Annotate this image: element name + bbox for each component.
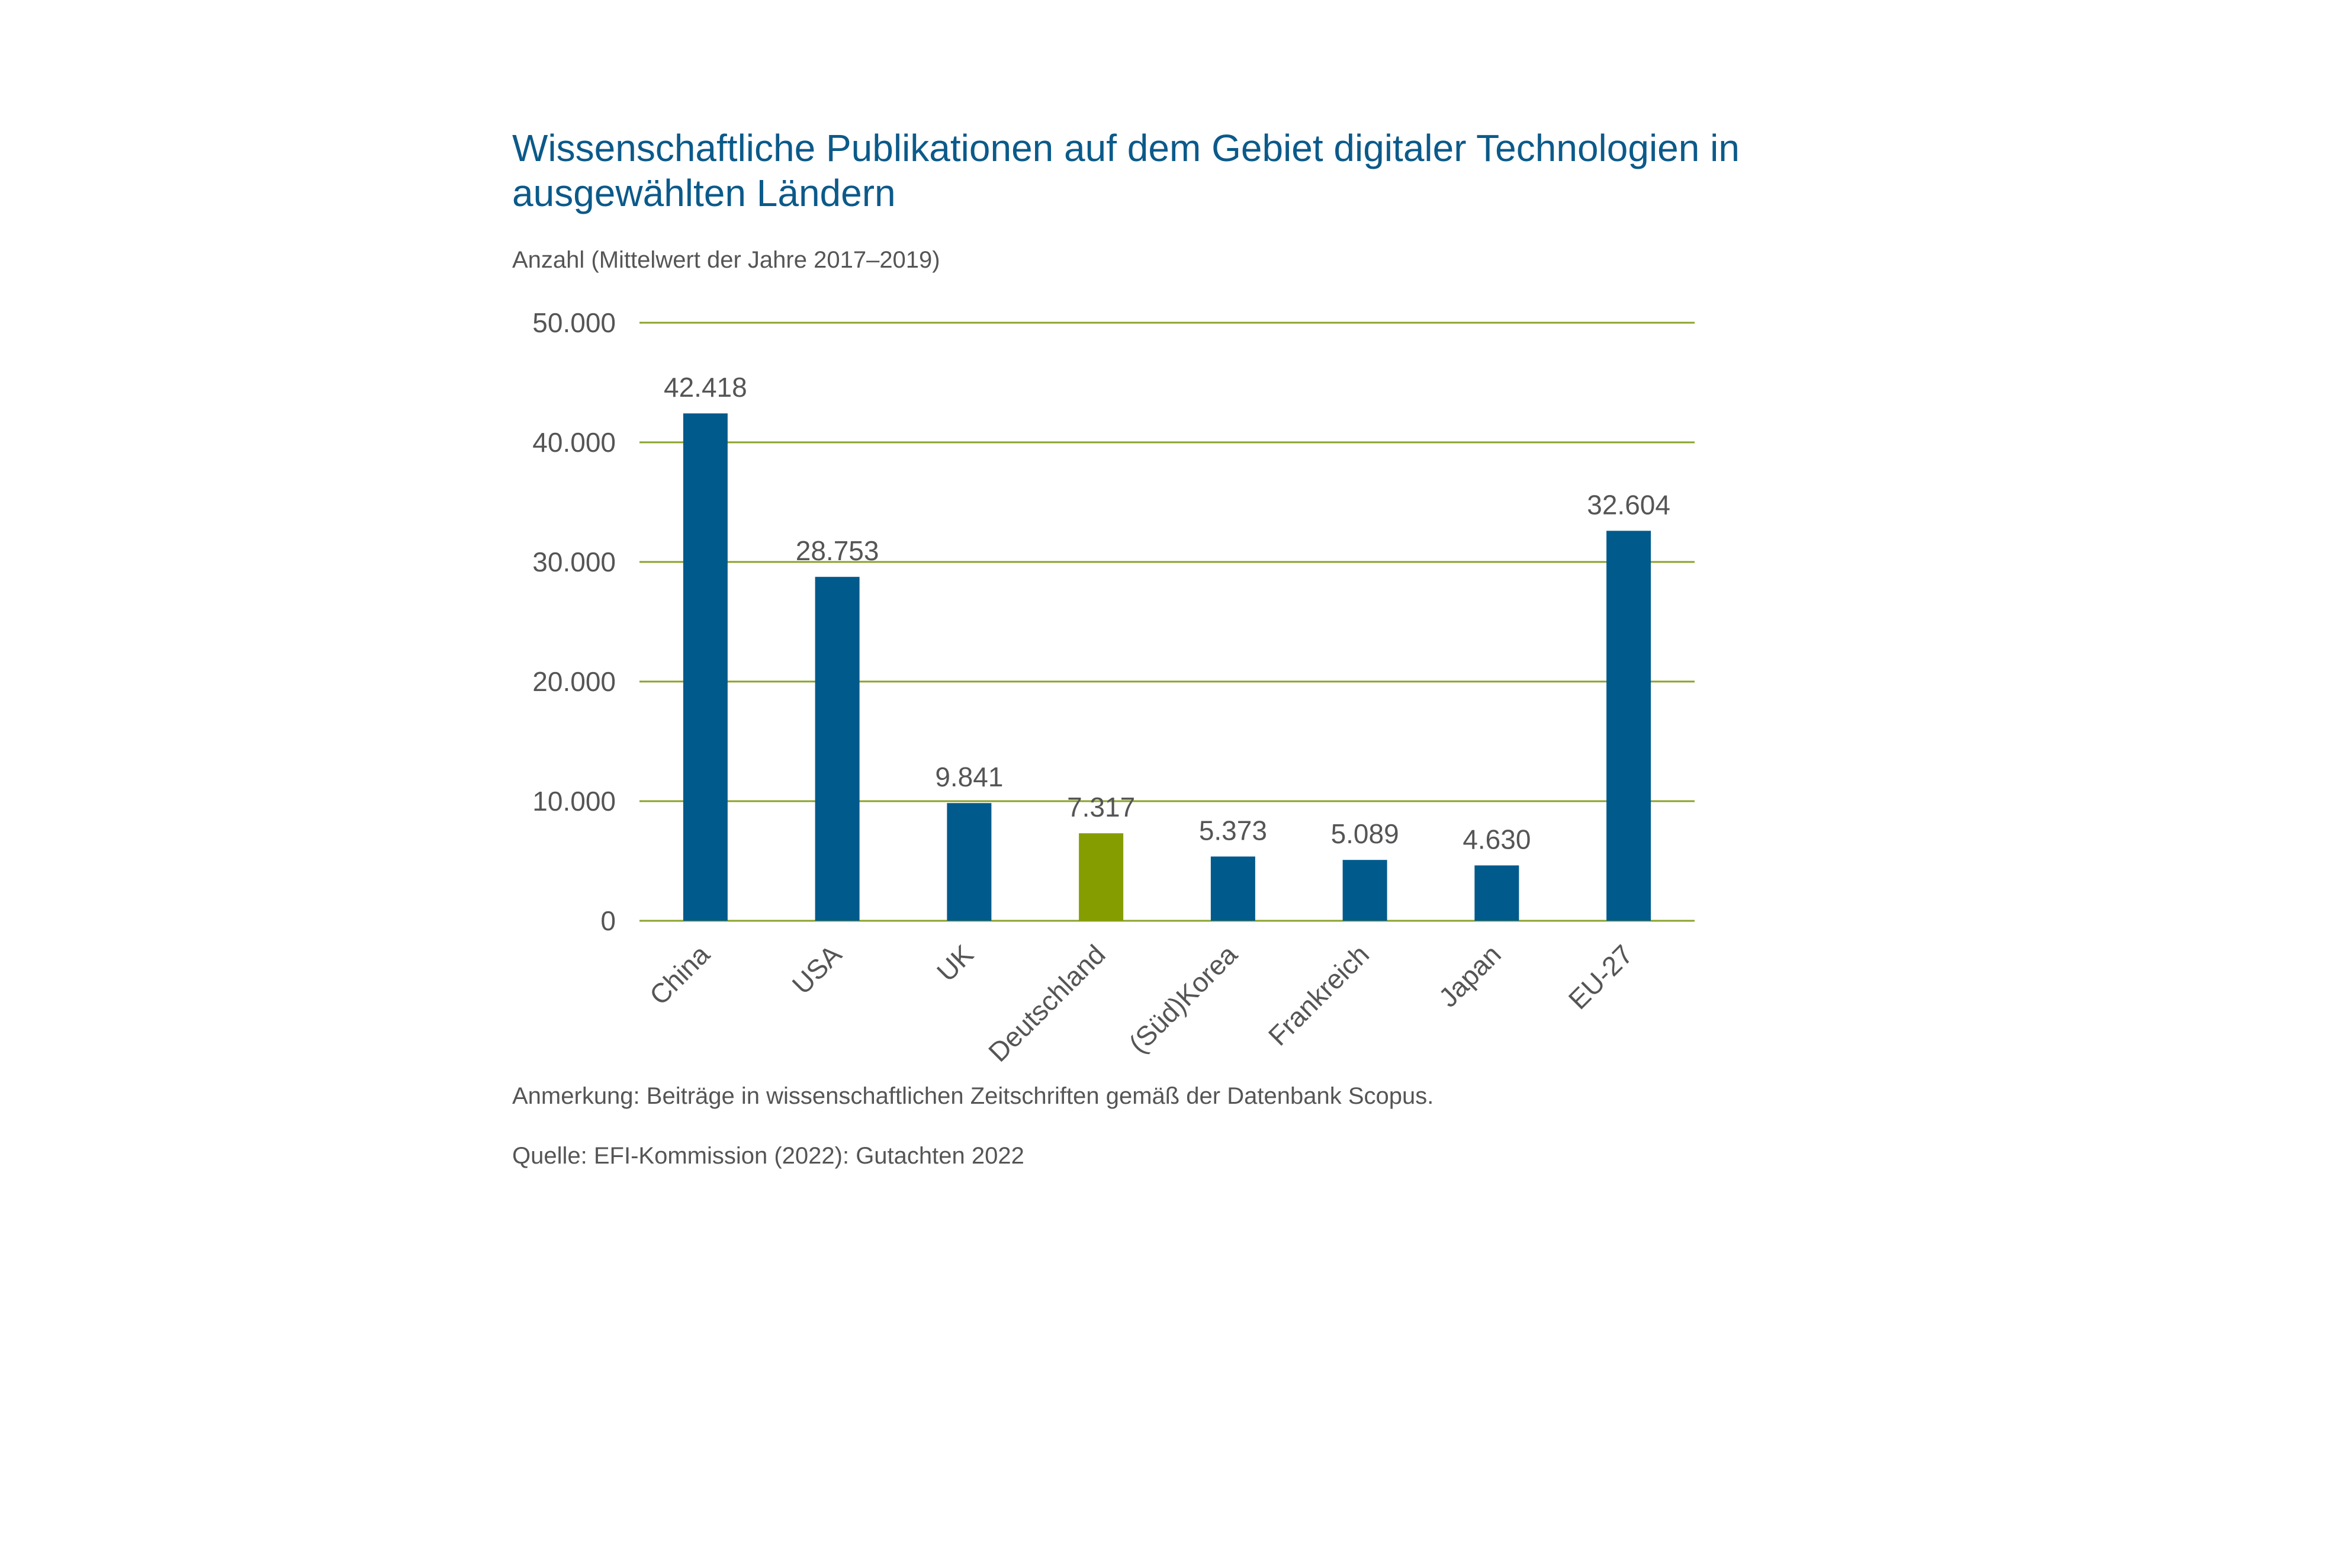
bar [1079, 833, 1124, 921]
data-label: 5.089 [1331, 818, 1399, 849]
bar [1474, 865, 1519, 921]
data-label: 42.418 [664, 372, 747, 403]
data-label: 32.604 [1587, 489, 1670, 520]
data-label: 7.317 [1067, 792, 1135, 822]
chart-subtitle: Anzahl (Mittelwert der Jahre 2017–2019) [512, 247, 940, 273]
bars [683, 413, 1651, 921]
x-tick-label: UK [931, 939, 979, 987]
chart-source: Quelle: EFI-Kommission (2022): Gutachten… [512, 1143, 1024, 1169]
y-tick-label: 40.000 [532, 427, 616, 458]
data-label: 5.373 [1199, 815, 1267, 846]
chart-title-line-2: ausgewählten Ländern [512, 172, 896, 214]
data-label: 28.753 [796, 535, 879, 566]
bar [683, 413, 728, 921]
bar [947, 803, 992, 921]
bar [1210, 856, 1255, 921]
y-tick-label: 30.000 [532, 547, 616, 577]
chart-title-line-1: Wissenschaftliche Publikationen auf dem … [512, 127, 1740, 169]
x-tick-label: Frankreich [1262, 939, 1375, 1051]
grid-lines [639, 322, 1695, 922]
x-tick-label: Deutschland [982, 939, 1111, 1068]
bar [1342, 860, 1387, 921]
x-axis-category-labels: China USA UK Deutschland (Süd)Korea Frankreic… [644, 939, 1639, 1068]
bar [1606, 531, 1651, 921]
y-tick-label: 20.000 [532, 666, 616, 697]
x-tick-label: Japan [1433, 939, 1507, 1013]
x-tick-label: China [644, 939, 716, 1011]
y-tick-label: 10.000 [532, 786, 616, 817]
x-tick-label: (Süd)Korea [1123, 939, 1243, 1059]
x-tick-label: USA [786, 939, 848, 1000]
y-axis-tick-labels: 0 10.000 20.000 30.000 40.000 50.000 [532, 307, 616, 936]
bar [815, 577, 860, 921]
data-label: 9.841 [935, 761, 1003, 792]
x-tick-label: EU-27 [1563, 939, 1639, 1015]
data-label: 4.630 [1462, 824, 1531, 854]
chart-note: Anmerkung: Beiträge in wissenschaftliche… [512, 1083, 1433, 1109]
y-tick-label: 50.000 [532, 307, 616, 338]
y-tick-label: 0 [600, 905, 616, 936]
data-labels: 42.418 28.753 9.841 7.317 5.373 5.089 4.630 32.… [664, 372, 1670, 854]
